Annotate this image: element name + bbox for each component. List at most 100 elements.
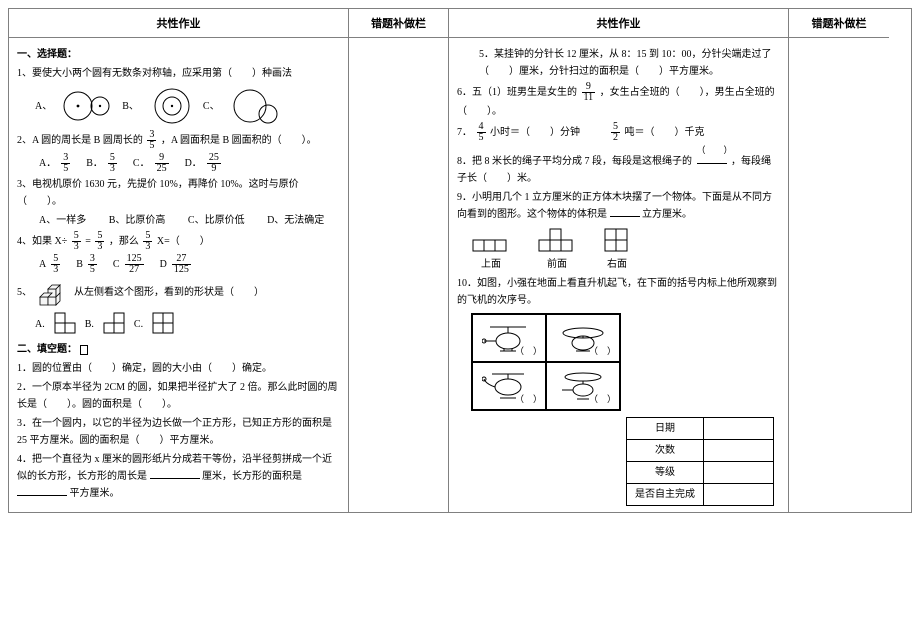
q5-opt-c-fig (151, 311, 177, 337)
q3-opt-d: D、无法确定 (267, 215, 324, 226)
heli-3-paren[interactable]: （ ） (515, 392, 542, 407)
meta-self-label: 是否自主完成 (627, 484, 704, 506)
rq10: 10．如图，小强在地面上看直升机起飞，在下面的括号内标上他所观察到的飞机的次序号… (457, 275, 780, 309)
q4-opt-c-lbl: C (113, 256, 120, 273)
q3-opt-c: C、比原价低 (188, 215, 245, 226)
q4-opt-b-frac: 35 (88, 254, 97, 275)
left-correction-column: 错题补做栏 (349, 9, 449, 512)
q5-opt-c-lbl: C. (134, 316, 143, 333)
right-main-body: 5．某挂钟的分针长 12 厘米，从 8：15 到 10：00，分针尖端走过了（ … (449, 38, 788, 512)
q2-pre: 2、A 圆的周长是 B 圆周长的 (17, 135, 143, 146)
f4-blank1[interactable] (150, 469, 200, 479)
rq7: 7． 45 小时＝（ ）分钟 52 吨＝（ ）千克 (457, 122, 780, 143)
left-correction-body[interactable] (349, 38, 448, 512)
rq7-frac2: 52 (611, 122, 620, 143)
rq7-a: 7． (457, 127, 472, 138)
q2-post: ，A 圆面积是 B 圆面积的（ ）。 (161, 135, 317, 146)
q1-label-a: A、 (35, 98, 52, 115)
q2-opt-b-lbl: B． (86, 155, 103, 172)
heli-2: （ ） (546, 314, 620, 362)
view-top-fig (471, 238, 511, 254)
q5-opt-a-fig (53, 311, 79, 337)
rq6-pre: 6．五（1）班男生是女生的 (457, 87, 577, 98)
f2: 2．一个原本半径为 2CM 的圆，如果把半径扩大了 2 倍。那么此时圆的周长是（… (17, 379, 340, 413)
q5-post: 从左侧看这个图形，看到的形状是（ ） (74, 284, 264, 301)
rq9-views: 上面 前面 右面 (471, 227, 780, 273)
meta-date-value[interactable] (704, 418, 774, 440)
q2-opt-d-frac: 259 (207, 153, 221, 174)
rq7-c: 吨＝（ ）千克 (625, 127, 705, 138)
right-correction-header: 错题补做栏 (789, 9, 889, 38)
f4: 4．把一个直径为 x 厘米的圆形纸片分成若干等份，沿半径剪拼成一个近似的长方形，… (17, 451, 340, 502)
meta-grade-value[interactable] (704, 462, 774, 484)
rq9-b: 立方厘米。 (642, 209, 692, 220)
rq7-frac1: 45 (477, 122, 486, 143)
rq8-paren-frac[interactable]: （ ） (697, 145, 727, 170)
view-right-fig (603, 227, 631, 254)
heli-3: （ ） (472, 362, 546, 410)
rq8-pre: 8．把 8 米长的绳子平均分成 7 段，每段是这根绳子的 (457, 156, 692, 167)
q3-opt-b: B、比原价高 (109, 215, 166, 226)
heli-1: （ ） (472, 314, 546, 362)
worksheet-container: 共性作业 一、选择题： 1、要使大小两个圆有无数条对称轴，应采用第（ ）种画法 … (8, 8, 912, 513)
f1: 1．圆的位置由（ ）确定，圆的大小由（ ）确定。 (17, 360, 340, 377)
view-front-fig (537, 227, 577, 254)
view-right-label: 右面 (607, 256, 627, 273)
q1-figures: A、 B、 C、 (35, 86, 340, 126)
q2-options: A．35 B．53 C．925 D．259 (17, 153, 340, 174)
q1-text: 1、要使大小两个圆有无数条对称轴，应采用第（ ）种画法 (17, 65, 340, 82)
q5-opt-b-fig (102, 311, 128, 337)
q4-opt-a-frac: 53 (51, 254, 60, 275)
q1-label-b: B、 (122, 98, 139, 115)
q4: 4、如果 X÷ 53 = 53 ，那么 53 X=（ ） (17, 231, 340, 252)
heli-4: （ ） (546, 362, 620, 410)
meta-grade-label: 等级 (627, 462, 704, 484)
q2-opt-d-lbl: D． (185, 155, 202, 172)
rq9: 9．小明用几个 1 立方厘米的正方体木块摆了一个物体。下面是从不同方向看到的图形… (457, 189, 780, 223)
left-correction-header: 错题补做栏 (349, 9, 448, 38)
q5-pre: 5、 (17, 284, 32, 301)
f4-c: 平方厘米。 (70, 488, 120, 499)
q2-frac-main: 35 (147, 130, 156, 151)
q5: 5、 从左侧看这个图形，看到的形状是（ ） (17, 277, 340, 307)
q2-opt-a-frac: 35 (61, 153, 70, 174)
q5-iso-figure (36, 277, 70, 307)
q2-opt-c-frac: 925 (155, 153, 169, 174)
f4-blank2[interactable] (17, 486, 67, 496)
q4-frac-rhs: 53 (95, 231, 104, 252)
q5-options: A. B. C. (35, 311, 340, 337)
rq9-blank[interactable] (610, 207, 640, 217)
heli-2-paren[interactable]: （ ） (589, 344, 616, 359)
view-front: 前面 (537, 227, 577, 273)
q4-opt-c-frac: 12527 (125, 254, 144, 275)
q4-opt-d-frac: 27125 (172, 254, 191, 275)
q5-opt-b-lbl: B. (85, 316, 94, 333)
meta-times-value[interactable] (704, 440, 774, 462)
rq5: 5．某挂钟的分针长 12 厘米，从 8：15 到 10：00，分针尖端走过了（ … (457, 46, 780, 80)
section2-title: 二、填空题： (17, 341, 340, 358)
q4-eq: = (85, 236, 91, 247)
heli-4-paren[interactable]: （ ） (589, 392, 616, 407)
q2-opt-a-lbl: A． (39, 155, 56, 172)
left-main-body: 一、选择题： 1、要使大小两个圆有无数条对称轴，应采用第（ ）种画法 A、 B、… (9, 38, 348, 512)
q4-pre: 4、如果 X÷ (17, 236, 67, 247)
q1-fig-c (228, 86, 284, 126)
meta-self-value[interactable] (704, 484, 774, 506)
q2-opt-b-frac: 53 (108, 153, 117, 174)
q3-opt-a: A、一样多 (39, 215, 86, 226)
q5-opt-a-lbl: A. (35, 316, 45, 333)
left-main-header: 共性作业 (9, 9, 348, 38)
meta-times-label: 次数 (627, 440, 704, 462)
section1-title: 一、选择题： (17, 46, 340, 63)
meta-table: 日期 次数 等级 是否自主完成 (626, 417, 774, 506)
cursor-box (80, 345, 88, 355)
right-correction-body[interactable] (789, 38, 889, 512)
right-main-column: 共性作业 5．某挂钟的分针长 12 厘米，从 8：15 到 10：00，分针尖端… (449, 9, 789, 512)
heli-1-paren[interactable]: （ ） (515, 344, 542, 359)
view-top: 上面 (471, 238, 511, 273)
f4-b: 厘米，长方形的面积是 (202, 471, 302, 482)
rq8: 8．把 8 米长的绳子平均分成 7 段，每段是这根绳子的 （ ） ，每段绳子长（… (457, 145, 780, 187)
q3-text: 3、电视机原价 1630 元，先提价 10%，再降价 10%。这时与原价（ ）。 (17, 176, 340, 210)
q1-label-c: C、 (203, 98, 220, 115)
q4-mid: ，那么 (109, 236, 139, 247)
